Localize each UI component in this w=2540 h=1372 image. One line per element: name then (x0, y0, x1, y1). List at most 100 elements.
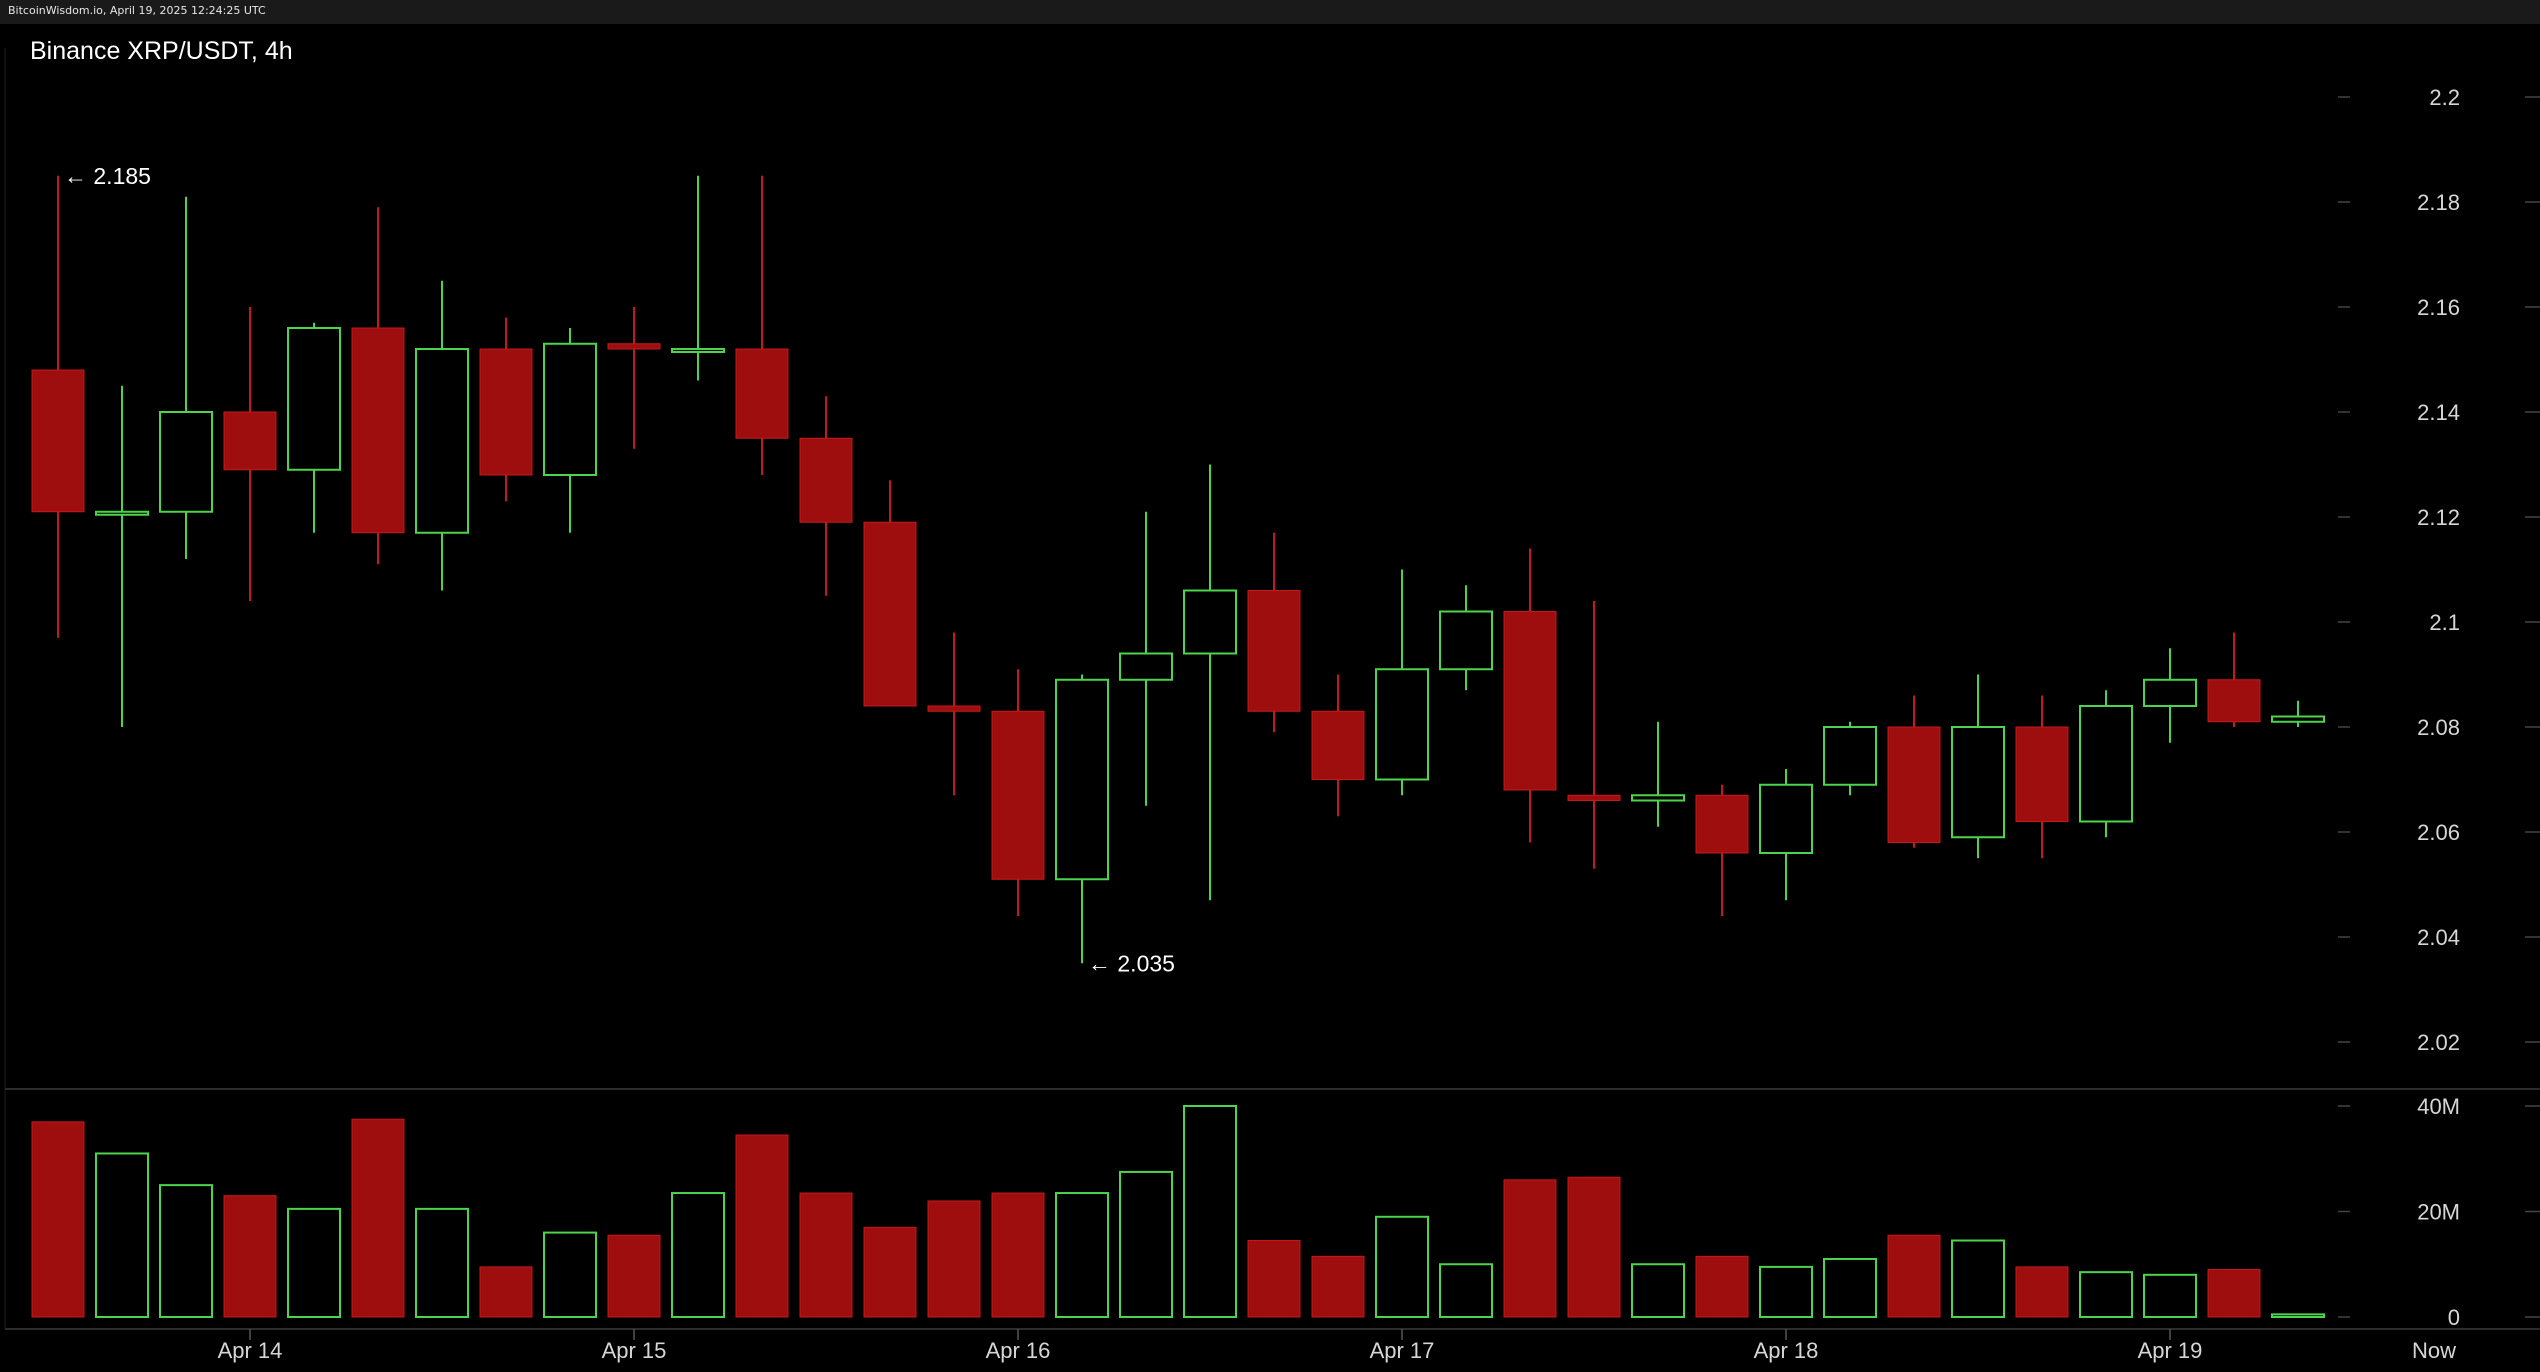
price-annotation-1: ← 2.035 (1088, 950, 1175, 976)
candlestick-chart: Binance XRP/USDT, 4h 2.02 2.04 2.06 2.08 2.1… (0, 24, 2540, 1372)
volume-tick-label: 40M (2417, 1094, 2460, 1119)
price-tick-label: 2.06 (2417, 820, 2460, 845)
candle-2 (159, 196, 213, 559)
price-annotations: ← 2.185 ← 2.035 (64, 163, 1175, 977)
volume-bar-9 (607, 1234, 661, 1318)
volume-bar-27 (1759, 1265, 1813, 1318)
volume-bar-19 (1247, 1240, 1301, 1318)
candle-body (223, 411, 277, 471)
volume-bar-26 (1695, 1255, 1749, 1318)
candle-24 (1567, 601, 1621, 869)
volume-bar-20 (1311, 1255, 1365, 1318)
candle-32 (2079, 690, 2133, 838)
chart-title: Binance XRP/USDT, 4h (30, 37, 293, 65)
candle-body (1055, 678, 1109, 881)
candle-body (671, 348, 725, 353)
candle-7 (479, 317, 533, 502)
candle-33 (2143, 648, 2197, 743)
candle-body (479, 348, 533, 476)
candle-12 (799, 396, 853, 596)
volume-bar-18 (1183, 1105, 1237, 1318)
volume-bar-13 (863, 1226, 917, 1318)
candle-26 (1695, 784, 1749, 916)
candle-body (415, 348, 469, 534)
volume-tick-label: 0 (2448, 1305, 2460, 1330)
candle-29 (1887, 695, 1941, 848)
volume-bar-22 (1439, 1263, 1493, 1318)
top-info-bar: BitcoinWisdom.io, April 19, 2025 12:24:2… (0, 0, 2540, 24)
candle-body (1567, 794, 1621, 801)
time-tick-label: Apr 14 (218, 1338, 283, 1363)
volume-bar-33 (2143, 1273, 2197, 1319)
volume-bar-16 (1055, 1192, 1109, 1318)
volume-bar-25 (1631, 1263, 1685, 1318)
time-tick-label: Now (2412, 1338, 2456, 1363)
candle-body (1503, 611, 1557, 791)
candle-body (1695, 794, 1749, 854)
candle-body (1631, 794, 1685, 802)
candle-body (95, 510, 149, 516)
price-tick-label: 2.2 (2429, 85, 2460, 110)
candle-body (287, 327, 341, 471)
candle-9 (607, 307, 661, 449)
price-tick-label: 2.1 (2429, 610, 2460, 635)
candle-3 (223, 307, 277, 601)
candle-0 (31, 175, 85, 638)
volume-bar-34 (2207, 1269, 2261, 1318)
candle-18 (1183, 464, 1237, 901)
price-tick-label: 2.04 (2417, 925, 2460, 950)
candle-11 (735, 175, 789, 475)
time-tick-label: Apr 15 (602, 1338, 667, 1363)
time-tick-label: Apr 17 (1370, 1338, 1435, 1363)
price-candles (31, 175, 2325, 964)
volume-bar-30 (1951, 1239, 2005, 1318)
price-tick-label: 2.02 (2417, 1030, 2460, 1055)
time-tick-label: Apr 16 (986, 1338, 1051, 1363)
candle-17 (1119, 511, 1173, 806)
candle-13 (863, 480, 917, 707)
volume-bar-15 (991, 1192, 1045, 1318)
candle-25 (1631, 721, 1685, 827)
candle-body (2143, 678, 2197, 707)
volume-bar-0 (31, 1121, 85, 1318)
price-tick-label: 2.18 (2417, 190, 2460, 215)
volume-bars (31, 1105, 2325, 1319)
candle-6 (415, 280, 469, 591)
price-annotation-0: ← 2.185 (64, 163, 151, 189)
volume-bar-4 (287, 1207, 341, 1319)
candle-body (159, 411, 213, 513)
candle-body (1119, 652, 1173, 681)
chart-area: Binance XRP/USDT, 4h 2.02 2.04 2.06 2.08 2.1… (0, 24, 2540, 1372)
candle-body (2015, 726, 2069, 822)
candle-body (735, 348, 789, 439)
volume-bar-7 (479, 1266, 533, 1318)
price-tick-label: 2.08 (2417, 715, 2460, 740)
time-axis: Apr 14 Apr 15 Apr 16 Apr 17 Apr 18 Apr 19 Now (218, 1329, 2456, 1363)
candle-body (1759, 783, 1813, 854)
candle-10 (671, 175, 725, 381)
candle-body (1887, 726, 1941, 843)
volume-bar-10 (671, 1192, 725, 1318)
volume-bar-11 (735, 1134, 789, 1318)
candle-body (1311, 710, 1365, 780)
time-tick-label: Apr 18 (1754, 1338, 1819, 1363)
price-axis: 2.02 2.04 2.06 2.08 2.1 2.12 2.14 2.16 2.18 2.2 (2338, 85, 2540, 1055)
candle-15 (991, 669, 1045, 916)
volume-bar-8 (543, 1231, 597, 1318)
candle-body (2079, 705, 2133, 823)
candle-31 (2015, 695, 2069, 859)
candle-4 (287, 322, 341, 533)
volume-bar-24 (1567, 1176, 1621, 1318)
candle-body (863, 521, 917, 707)
volume-bar-17 (1119, 1170, 1173, 1318)
candle-1 (95, 385, 149, 727)
candle-body (927, 705, 981, 712)
candle-body (31, 369, 85, 513)
candle-body (799, 437, 853, 523)
candle-body (1439, 610, 1493, 671)
volume-bar-28 (1823, 1257, 1877, 1318)
volume-bar-35 (2271, 1313, 2325, 1319)
candle-27 (1759, 769, 1813, 901)
price-tick-label: 2.14 (2417, 400, 2460, 425)
price-tick-label: 2.16 (2417, 295, 2460, 320)
